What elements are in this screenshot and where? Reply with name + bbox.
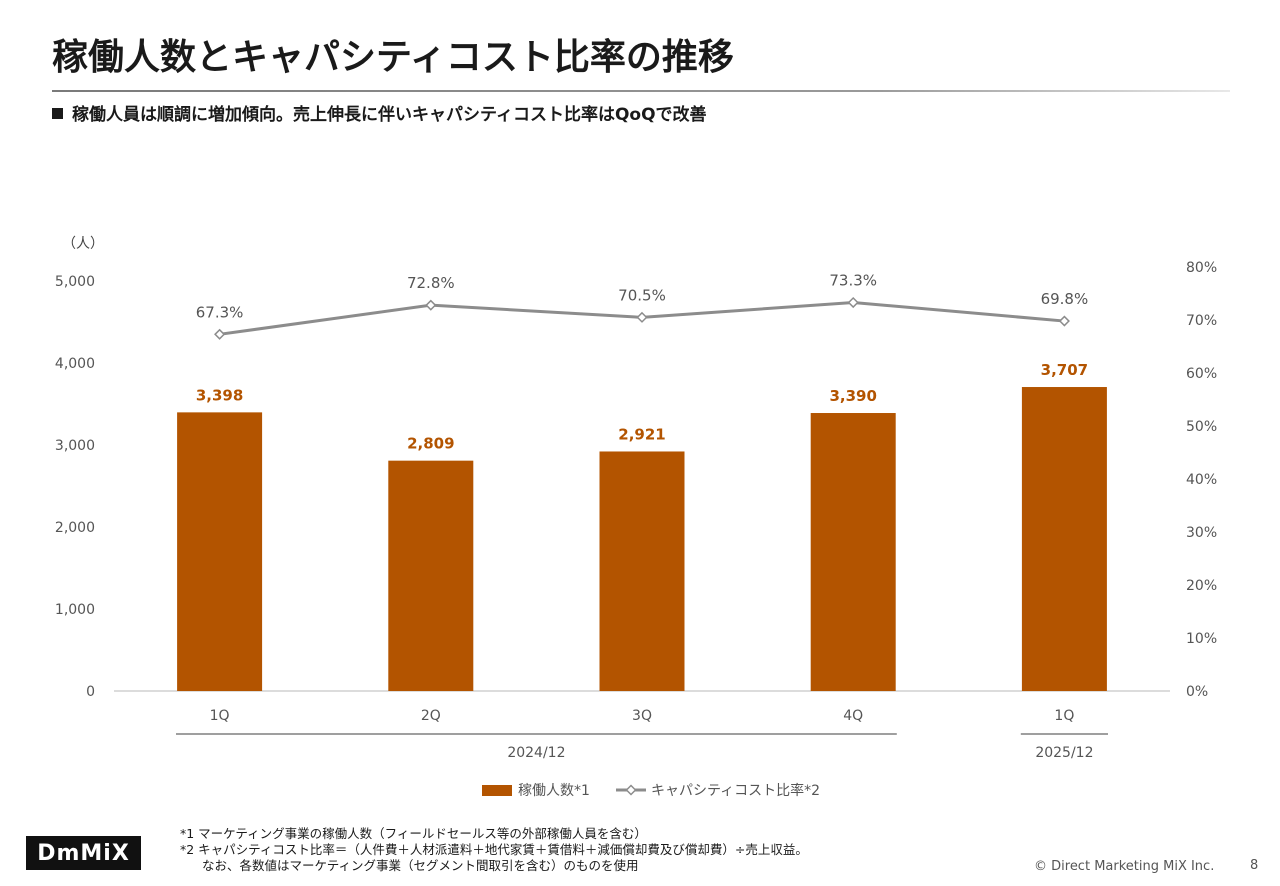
x-axis-category-label: 2Q	[421, 708, 441, 724]
line-value-label: 72.8%	[407, 274, 455, 292]
copyright: © Direct Marketing MiX Inc.	[1034, 859, 1215, 874]
x-axis-category-label: 1Q	[1054, 708, 1074, 724]
line-point-marker	[425, 299, 437, 311]
left-axis-tick-label: 5,000	[55, 274, 95, 290]
bar-value-label: 3,707	[1041, 361, 1088, 379]
subtitle-text: 稼働人員は順調に増加傾向。売上伸長に伴いキャパシティコスト比率はQoQで改善	[72, 105, 707, 125]
right-axis-tick-label: 0%	[1186, 684, 1208, 700]
footnote-1: *1 マーケティング事業の稼働人数（フィールドセールス等の外部稼働人員を含む）	[180, 826, 647, 841]
right-axis-tick-label: 20%	[1186, 578, 1217, 594]
right-axis-tick-label: 40%	[1186, 472, 1217, 488]
footnote-3: なお、各数値はマーケティング事業（セグメント間取引を含む）のものを使用	[202, 858, 639, 873]
left-axis-tick-label: 1,000	[55, 602, 95, 618]
left-axis-tick-label: 0	[86, 684, 95, 700]
line-value-label: 69.8%	[1041, 290, 1089, 308]
line-point-marker	[1058, 315, 1070, 327]
right-axis-tick-label: 70%	[1186, 313, 1217, 329]
slide-title: 稼働人数とキャパシティコスト比率の推移	[52, 37, 734, 78]
bar-value-label: 3,398	[196, 386, 243, 404]
bar-value-label: 2,809	[407, 435, 454, 453]
left-axis-tick-label: 3,000	[55, 438, 95, 454]
line-point-marker	[847, 296, 859, 309]
legend-line-marker	[625, 784, 637, 796]
slide-subtitle: 稼働人員は順調に増加傾向。売上伸長に伴いキャパシティコスト比率はQoQで改善	[52, 100, 707, 125]
legend-bar-swatch	[482, 785, 512, 796]
line-value-label: 67.3%	[196, 303, 244, 321]
left-axis-tick-label: 2,000	[55, 520, 95, 536]
right-axis-tick-label: 80%	[1186, 260, 1217, 276]
line-value-label: 70.5%	[618, 286, 666, 304]
right-axis-tick-label: 60%	[1186, 366, 1217, 382]
legend-bar-label: 稼働人数*1	[518, 783, 590, 799]
footnotes: *1 マーケティング事業の稼働人数（フィールドセールス等の外部稼働人員を含む） …	[180, 826, 808, 874]
x-axis-category-label: 1Q	[210, 708, 230, 724]
title-divider	[52, 90, 1230, 92]
footnote-2: *2 キャパシティコスト比率＝（人件費＋人材派遣料＋地代家賃＋賃借料＋減価償却費…	[180, 842, 808, 857]
line-point-marker	[214, 328, 226, 340]
bar	[1021, 387, 1107, 691]
bullet-square-icon	[52, 108, 63, 119]
page-number: 8	[1250, 858, 1259, 873]
left-axis-tick-label: 4,000	[55, 356, 95, 372]
right-axis-tick-label: 50%	[1186, 419, 1217, 435]
x-axis-category-label: 4Q	[843, 708, 863, 724]
group-label: 2025/12	[1035, 745, 1093, 761]
bar	[388, 460, 474, 691]
left-axis-unit-label: （人）	[62, 236, 104, 252]
legend-line-label: キャパシティコスト比率*2	[651, 782, 820, 799]
group-label: 2024/12	[507, 745, 565, 761]
bar-value-label: 2,921	[618, 425, 665, 443]
bar	[599, 451, 685, 691]
right-axis-tick-label: 10%	[1186, 631, 1217, 647]
bar	[177, 412, 263, 691]
x-axis-category-label: 3Q	[632, 708, 652, 724]
line-value-label: 73.3%	[829, 272, 877, 290]
bar	[810, 413, 896, 691]
line-point-marker	[636, 311, 648, 323]
bar-value-label: 3,390	[829, 387, 876, 405]
company-logo: DmMiX	[26, 836, 141, 870]
right-axis-tick-label: 30%	[1186, 525, 1217, 541]
